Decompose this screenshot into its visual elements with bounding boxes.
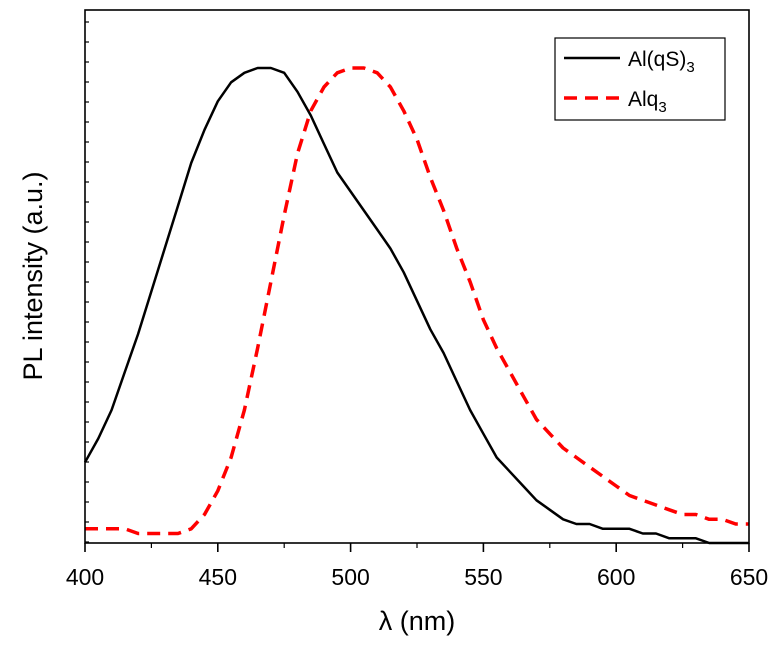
x-axis-tick-labels: 400 450 500 550 600 650: [66, 564, 768, 590]
x-tick-label: 600: [597, 564, 635, 590]
x-tick-label: 450: [199, 564, 237, 590]
x-axis-title: λ (nm): [379, 606, 456, 636]
legend: Al(qS)3 Alq3: [554, 37, 726, 121]
x-tick-label: 650: [730, 564, 768, 590]
x-tick-label: 550: [464, 564, 502, 590]
x-tick-label: 400: [66, 564, 104, 590]
y-axis-title: PL intensity (a.u.): [18, 171, 48, 380]
series-layer: [83, 66, 749, 545]
legend-box: [554, 37, 726, 121]
series-line-2: [85, 66, 749, 536]
series-line-1: [83, 66, 749, 545]
x-tick-label: 500: [331, 564, 369, 590]
legend-label-series-1: Al(qS)3: [628, 48, 695, 76]
plot-frame: [84, 9, 750, 544]
x-axis-ticks: [84, 543, 750, 552]
legend-label-series-2: Alq3: [628, 88, 667, 116]
